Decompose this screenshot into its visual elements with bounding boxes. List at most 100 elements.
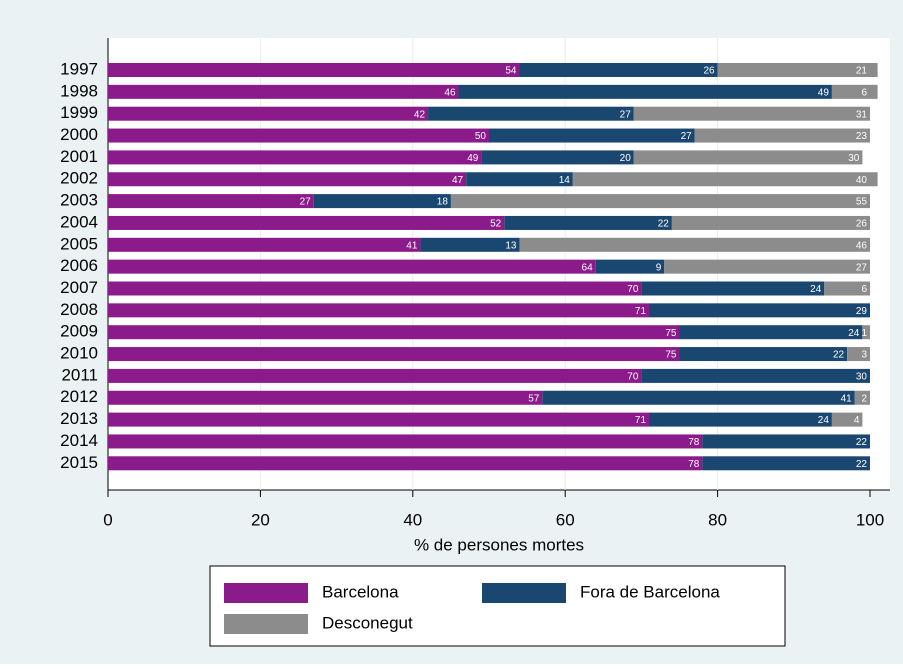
bar-segment	[519, 63, 718, 77]
y-tick-label: 1999	[60, 103, 98, 122]
y-tick-label: 2003	[60, 191, 98, 210]
bar-segment	[542, 390, 855, 405]
x-tick-label: 100	[856, 510, 884, 529]
bar-segment	[108, 325, 680, 340]
data-label: 1	[861, 328, 867, 339]
bar-segment	[664, 259, 870, 274]
y-tick-label: 2007	[60, 278, 98, 297]
data-label: 54	[505, 66, 517, 77]
bar-segment	[108, 128, 489, 143]
bar-segment	[595, 259, 665, 274]
bar-segment	[108, 390, 543, 405]
data-label: 49	[467, 153, 479, 164]
bar-segment	[649, 412, 832, 427]
data-label: 71	[635, 306, 647, 317]
bar-segment	[108, 237, 421, 252]
bar-segment	[313, 194, 451, 209]
bar-segment	[108, 281, 642, 296]
bar-segment	[108, 456, 703, 471]
data-label: 46	[856, 240, 868, 251]
data-label: 27	[300, 197, 312, 208]
bar-segment	[108, 150, 482, 165]
data-label: 29	[856, 306, 868, 317]
y-tick-label: 1998	[60, 81, 98, 100]
x-tick-label: 60	[556, 510, 575, 529]
bar-segment	[108, 106, 429, 121]
data-label: 6	[861, 284, 867, 295]
x-axis-title: % de persones mortes	[414, 535, 584, 554]
bar-segment	[862, 325, 870, 340]
data-label: 27	[856, 262, 868, 273]
bar-segment	[633, 150, 863, 165]
bar-segment	[108, 368, 642, 383]
data-label: 41	[406, 240, 418, 251]
bar-segment	[481, 150, 634, 165]
data-label: 6	[861, 87, 867, 98]
data-label: 30	[856, 372, 868, 383]
bar-segment	[458, 84, 832, 99]
bar-segment	[831, 412, 863, 427]
x-tick-label: 80	[708, 510, 727, 529]
y-tick-label: 2006	[60, 256, 98, 275]
data-label: 22	[856, 459, 868, 470]
data-label: 78	[688, 459, 700, 470]
data-label: 75	[665, 328, 677, 339]
y-tick-label: 2008	[60, 300, 98, 319]
bar-segment	[572, 172, 878, 187]
y-tick-label: 2000	[60, 125, 98, 144]
data-label: 40	[856, 175, 868, 186]
bar-segment	[420, 237, 520, 252]
bar-segment	[641, 368, 870, 383]
bar-segment	[854, 390, 870, 405]
bar-segment	[679, 347, 848, 362]
bar-segment	[108, 259, 596, 274]
y-tick-label: 2004	[60, 212, 98, 231]
data-label: 26	[856, 219, 868, 230]
legend-swatch	[224, 614, 308, 634]
legend-swatch	[224, 583, 308, 603]
data-label: 23	[856, 131, 868, 142]
y-tick-label: 2001	[60, 147, 98, 166]
x-tick-label: 20	[251, 510, 270, 529]
data-label: 71	[635, 415, 647, 426]
bar-segment	[108, 172, 467, 187]
bar-segment	[108, 194, 314, 209]
data-label: 20	[620, 153, 632, 164]
data-label: 14	[559, 175, 571, 186]
y-tick-label: 1997	[60, 59, 98, 78]
bar-segment	[633, 106, 870, 121]
bar-segment	[108, 63, 520, 77]
bar-segment	[489, 128, 695, 143]
bar-segment	[108, 84, 459, 99]
bar-segment	[504, 215, 672, 230]
y-tick-label: 2010	[60, 344, 98, 363]
data-label: 57	[528, 393, 540, 404]
data-label: 31	[856, 109, 868, 120]
y-tick-label: 2014	[60, 431, 98, 450]
data-label: 41	[841, 393, 853, 404]
data-label: 78	[688, 437, 700, 448]
data-label: 3	[861, 350, 867, 361]
data-label: 13	[505, 240, 517, 251]
data-label: 42	[414, 109, 426, 120]
data-label: 64	[582, 262, 594, 273]
bar-segment	[108, 434, 703, 449]
y-tick-label: 2012	[60, 387, 98, 406]
y-tick-label: 2015	[60, 453, 98, 472]
data-label: 30	[848, 153, 860, 164]
bar-segment	[679, 325, 863, 340]
bar-segment	[702, 434, 870, 449]
data-label: 26	[703, 66, 715, 77]
data-label: 22	[833, 350, 845, 361]
bar-segment	[108, 215, 505, 230]
legend-label: Desconegut	[322, 613, 413, 632]
y-tick-label: 2005	[60, 234, 98, 253]
bar-segment	[641, 281, 825, 296]
bar-segment	[694, 128, 870, 143]
bar-segment	[831, 84, 878, 99]
y-tick-label: 2013	[60, 409, 98, 428]
bar-segment	[671, 215, 870, 230]
y-tick-label: 2002	[60, 169, 98, 188]
data-label: 24	[848, 328, 860, 339]
